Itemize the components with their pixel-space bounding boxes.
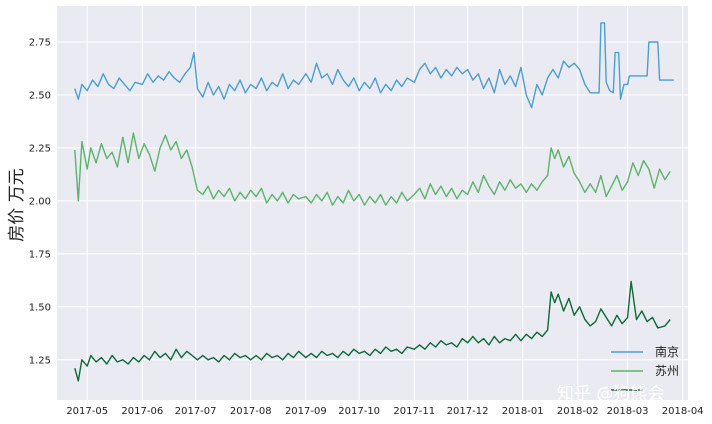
legend: 南京 苏州: [611, 344, 679, 391]
x-tick-label: 2018-01: [502, 406, 544, 417]
y-tick-label: 2.00: [29, 196, 51, 207]
series-lines: [74, 22, 674, 382]
watermark: 知乎 @狗熊会: [557, 384, 664, 404]
x-tick-label: 2017-12: [447, 406, 489, 417]
x-tick-label: 2017-05: [66, 406, 108, 417]
y-tick-label: 1.25: [29, 355, 51, 366]
y-axis-ticks: 1.25 1.50 1.75 2.00 2.25 2.50 2.75: [29, 38, 51, 367]
y-axis-label: 房价 万元: [7, 168, 27, 241]
y-tick-label: 2.25: [29, 143, 51, 154]
x-tick-label: 2018-02: [557, 406, 599, 417]
legend-label-nanjing: 南京: [655, 344, 679, 359]
series-line-nanjing: [74, 22, 674, 109]
y-tick-label: 2.50: [29, 90, 51, 101]
series-line-third: [74, 280, 671, 382]
x-tick-label: 2017-09: [285, 406, 327, 417]
y-tick-label: 2.75: [29, 38, 51, 49]
plot-background: [57, 6, 688, 400]
series-line-suzhou: [74, 132, 671, 206]
x-tick-label: 2017-11: [393, 406, 435, 417]
x-tick-label: 2017-10: [338, 406, 380, 417]
x-tick-label: 2018-04: [662, 406, 704, 417]
x-tick-label: 2018-03: [607, 406, 649, 417]
x-tick-label: 2017-08: [230, 406, 272, 417]
legend-label-suzhou: 苏州: [655, 364, 679, 378]
x-tick-label: 2017-07: [175, 406, 217, 417]
y-tick-label: 1.50: [29, 302, 51, 313]
grid: [57, 6, 688, 400]
x-tick-label: 2017-06: [121, 406, 163, 417]
y-tick-label: 1.75: [29, 249, 51, 260]
x-axis-ticks: 2017-05 2017-06 2017-07 2017-08 2017-09 2017-…: [66, 406, 703, 417]
